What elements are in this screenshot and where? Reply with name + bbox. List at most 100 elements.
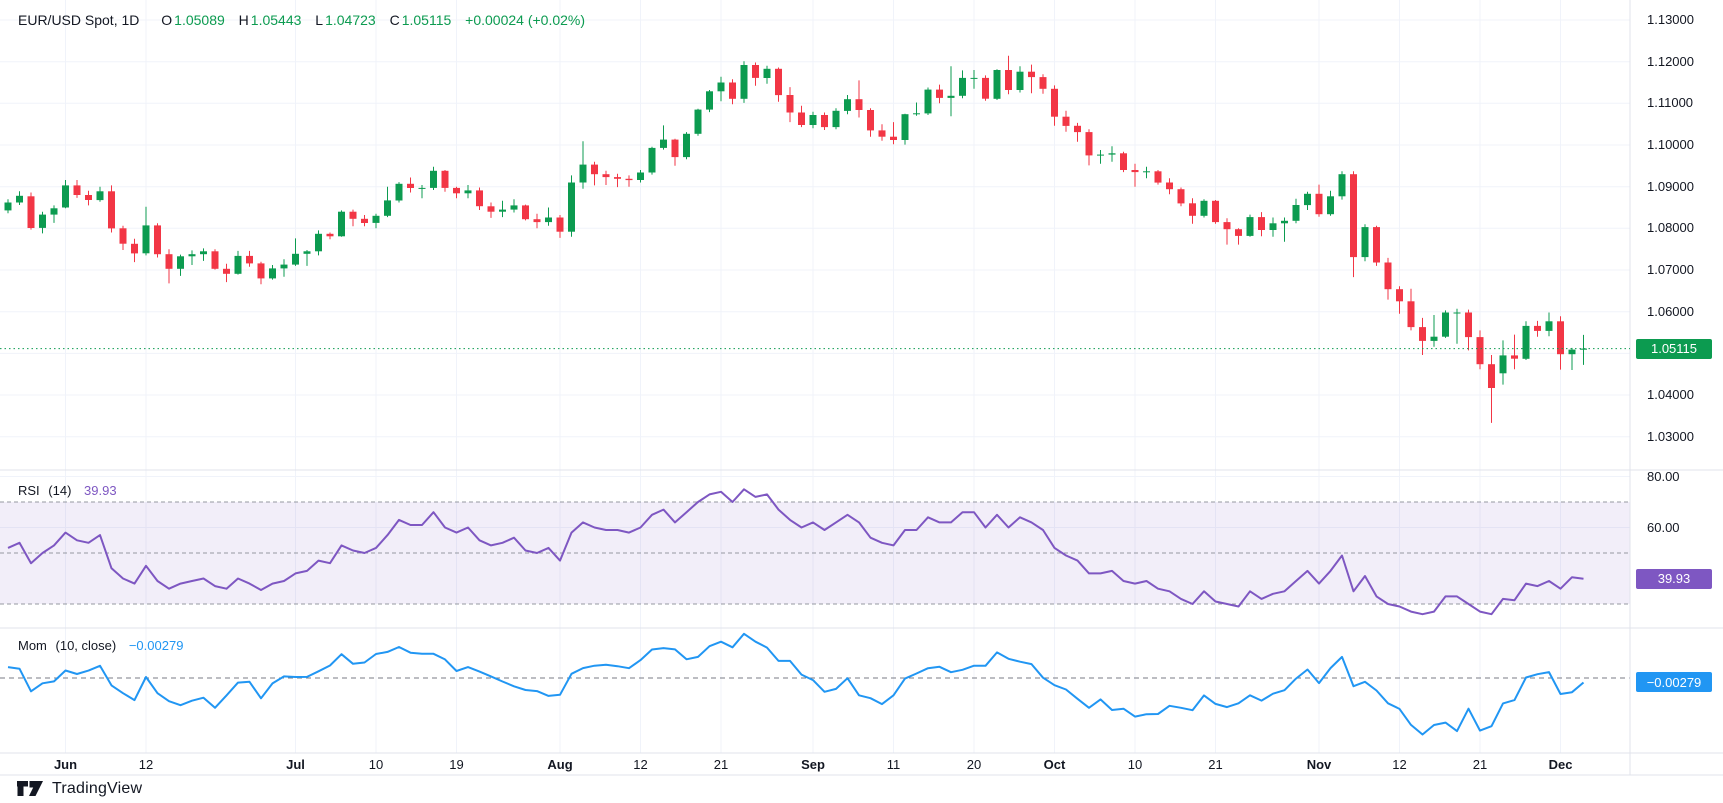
candle-body[interactable]: [1154, 171, 1162, 183]
candle-body[interactable]: [372, 215, 380, 223]
candle-body[interactable]: [1062, 116, 1070, 126]
candle-body[interactable]: [39, 214, 46, 228]
candle-body[interactable]: [1476, 337, 1484, 365]
candle-body[interactable]: [62, 185, 69, 208]
candle-body[interactable]: [1074, 125, 1081, 133]
candle-body[interactable]: [1235, 229, 1242, 236]
brand-name[interactable]: TradingView: [52, 780, 143, 797]
candle-body[interactable]: [1097, 154, 1104, 156]
candle-body[interactable]: [602, 174, 610, 178]
candle-body[interactable]: [832, 110, 840, 128]
candle-body[interactable]: [625, 178, 633, 181]
candle-body[interactable]: [407, 183, 414, 188]
candle-body[interactable]: [315, 233, 322, 252]
candle-body[interactable]: [660, 139, 667, 148]
candle-body[interactable]: [1465, 312, 1472, 338]
candle-body[interactable]: [165, 254, 173, 269]
candle-body[interactable]: [729, 82, 736, 99]
candle-body[interactable]: [959, 77, 966, 96]
candle-body[interactable]: [1028, 71, 1035, 78]
candle-body[interactable]: [717, 82, 725, 92]
candle-body[interactable]: [1545, 321, 1553, 331]
candle-body[interactable]: [809, 115, 817, 125]
candle-body[interactable]: [1499, 355, 1507, 374]
candle-body[interactable]: [568, 182, 575, 232]
candle-body[interactable]: [119, 228, 127, 244]
candle-body[interactable]: [1108, 153, 1116, 155]
candle-body[interactable]: [73, 185, 81, 195]
candle-body[interactable]: [1189, 203, 1196, 216]
candle-body[interactable]: [982, 77, 989, 99]
candle-body[interactable]: [970, 77, 978, 79]
candle-body[interactable]: [993, 70, 1001, 99]
candle-body[interactable]: [510, 205, 518, 210]
candle-body[interactable]: [1338, 174, 1346, 197]
candle-body[interactable]: [1258, 217, 1265, 230]
candle-body[interactable]: [706, 91, 713, 110]
candle-body[interactable]: [418, 187, 426, 189]
candle-body[interactable]: [1396, 289, 1403, 302]
mom-title[interactable]: Mom: [18, 638, 47, 653]
candle-body[interactable]: [1120, 153, 1127, 170]
candle-body[interactable]: [246, 255, 253, 264]
candle-body[interactable]: [50, 208, 58, 215]
candle-body[interactable]: [1269, 223, 1277, 230]
candle-body[interactable]: [648, 147, 656, 173]
candle-body[interactable]: [1143, 171, 1150, 173]
candle-body[interactable]: [177, 256, 184, 269]
candle-body[interactable]: [1419, 327, 1426, 341]
candle-body[interactable]: [1016, 71, 1024, 90]
candle-body[interactable]: [775, 68, 782, 96]
candle-body[interactable]: [844, 99, 851, 111]
candle-body[interactable]: [637, 172, 644, 181]
candle-body[interactable]: [1534, 325, 1541, 331]
candle-body[interactable]: [453, 187, 460, 194]
candle-body[interactable]: [361, 218, 368, 223]
candle-body[interactable]: [338, 211, 345, 237]
candle-body[interactable]: [487, 206, 495, 212]
candle-body[interactable]: [1005, 70, 1012, 90]
candle-body[interactable]: [499, 209, 506, 212]
candle-body[interactable]: [752, 65, 759, 78]
candle-body[interactable]: [867, 110, 874, 131]
candle-body[interactable]: [579, 164, 587, 183]
candle-body[interactable]: [522, 205, 529, 220]
candle-body[interactable]: [878, 130, 886, 137]
candle-body[interactable]: [1580, 348, 1587, 350]
candle-body[interactable]: [1292, 205, 1300, 221]
candle-body[interactable]: [1200, 200, 1208, 216]
candle-body[interactable]: [280, 264, 288, 269]
candle-body[interactable]: [1511, 355, 1518, 359]
candle-body[interactable]: [533, 219, 541, 223]
candle-body[interactable]: [786, 95, 794, 113]
candle-body[interactable]: [1315, 193, 1323, 215]
candle-body[interactable]: [16, 195, 23, 203]
candle-body[interactable]: [545, 217, 552, 223]
candle-body[interactable]: [430, 170, 437, 188]
candle-body[interactable]: [1488, 364, 1495, 388]
candle-body[interactable]: [4, 202, 12, 211]
candle-body[interactable]: [441, 170, 449, 188]
candle-body[interactable]: [1131, 170, 1139, 173]
candle-body[interactable]: [131, 243, 138, 254]
rsi-line[interactable]: [7, 488, 1584, 616]
candle-body[interactable]: [683, 133, 690, 158]
candle-body[interactable]: [211, 251, 219, 269]
candle-body[interactable]: [890, 136, 897, 140]
candle-body[interactable]: [384, 200, 391, 216]
candle-body[interactable]: [476, 190, 483, 207]
candle-body[interactable]: [188, 254, 196, 257]
candle-body[interactable]: [947, 95, 955, 98]
candle-body[interactable]: [303, 251, 311, 254]
candle-body[interactable]: [1177, 189, 1185, 204]
candle-body[interactable]: [1361, 227, 1369, 258]
rsi-title[interactable]: RSI: [18, 483, 40, 498]
candle-body[interactable]: [1384, 262, 1392, 290]
candle-body[interactable]: [1350, 174, 1357, 258]
candle-body[interactable]: [1430, 336, 1438, 341]
candle-body[interactable]: [694, 109, 702, 134]
candle-body[interactable]: [671, 139, 679, 158]
candle-body[interactable]: [1051, 88, 1058, 117]
candle-body[interactable]: [1327, 196, 1334, 215]
